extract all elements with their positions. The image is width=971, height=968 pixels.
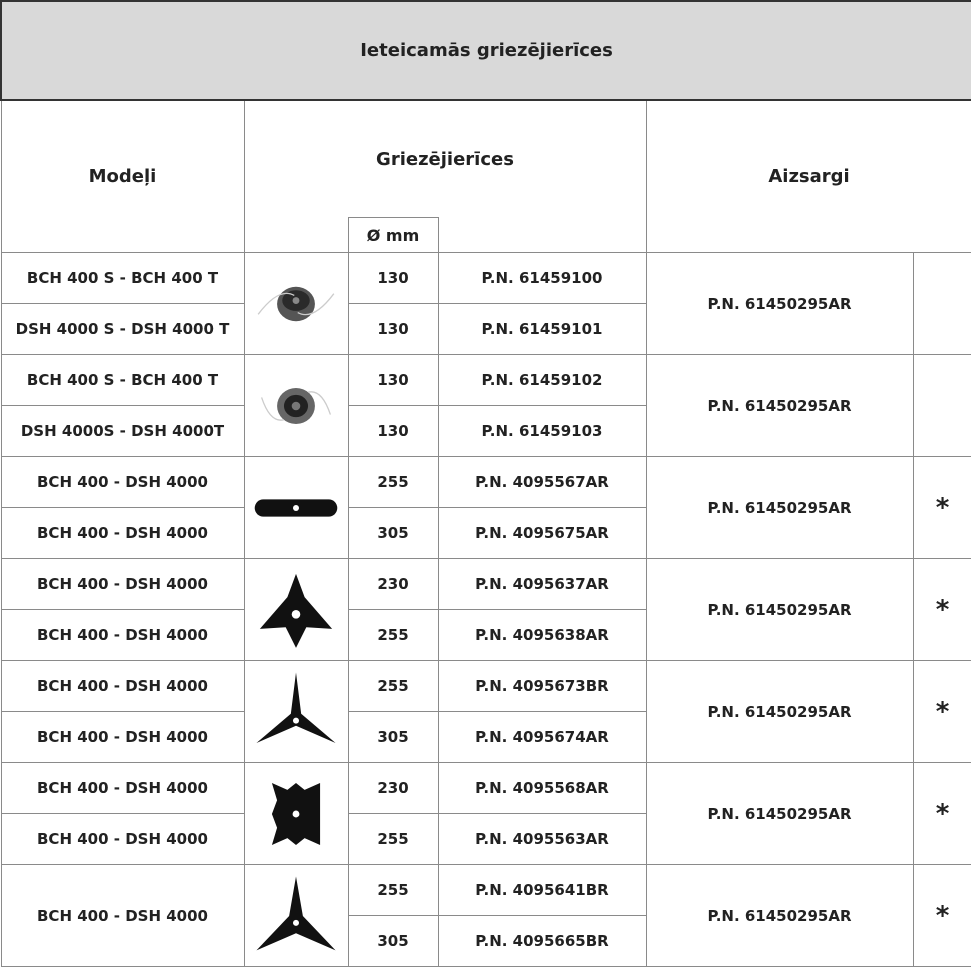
cutter-image xyxy=(256,875,336,950)
column-header: Modeļi xyxy=(0,99,245,253)
header-spacer xyxy=(243,217,348,253)
table-row: DSH 4000S - DSH 4000T 130 P.N. 61459103 xyxy=(0,405,971,457)
table-title: Ieteicamās griezējierīces xyxy=(0,0,971,101)
guard: P.N. 61450295AR xyxy=(645,354,914,457)
table-row: BCH 400 S - BCH 400 T 130 P.N. 61459102 P.N… xyxy=(0,354,971,457)
diameter: 255 xyxy=(347,813,439,865)
part-number: P.N. 4095563AR xyxy=(437,813,647,865)
table-row: BCH 400 - DSH 4000 255 P.N. 4095567AR P.N. … xyxy=(0,456,971,559)
table-row: DSH 4000 S - DSH 4000 T 130 P.N. 61459101 xyxy=(0,303,971,355)
note: * xyxy=(912,864,971,967)
cutter-image xyxy=(259,573,333,648)
cutter-image xyxy=(257,286,335,321)
model: DSH 4000 S - DSH 4000 T xyxy=(0,303,245,355)
model: BCH 400 - DSH 4000 xyxy=(0,762,245,814)
table-row: BCH 400 S - BCH 400 T 130 P.N. 61459100 P.N… xyxy=(0,252,971,355)
guard: P.N. 61450295AR xyxy=(645,456,914,559)
diameter: 230 xyxy=(347,558,439,610)
note: * xyxy=(912,660,971,763)
model: BCH 400 - DSH 4000 xyxy=(0,456,245,508)
part-number: P.N. 4095665BR xyxy=(437,915,647,967)
table-row: BCH 400 - DSH 4000 305 P.N. 4095674AR xyxy=(0,711,971,763)
column-header: Griezējierīces xyxy=(243,99,647,218)
column-header: Ø mm xyxy=(347,217,439,253)
note: * xyxy=(912,456,971,559)
diameter: 255 xyxy=(347,864,439,916)
table-row: BCH 400 - DSH 4000 305 P.N. 4095675AR xyxy=(0,507,971,559)
cutter-icon xyxy=(243,456,349,559)
table-row: BCH 400 - DSH 4000 255 P.N. 4095673BR P.N. … xyxy=(0,660,971,763)
note: * xyxy=(912,762,971,865)
part-number: P.N. 61459102 xyxy=(437,354,647,406)
model: BCH 400 - DSH 4000 xyxy=(0,558,245,610)
guard: P.N. 61450295AR xyxy=(645,558,914,661)
part-number: P.N. 4095567AR xyxy=(437,456,647,508)
cutter-image xyxy=(271,782,321,845)
model: BCH 400 - DSH 4000 xyxy=(0,813,245,865)
table-row: BCH 400 - DSH 4000 230 P.N. 4095568AR P.N. … xyxy=(0,762,971,865)
guard: P.N. 61450295AR xyxy=(645,660,914,763)
table-row: BCH 400 - DSH 4000 255 P.N. 4095641BR P.N. … xyxy=(0,864,971,967)
cutter-icon xyxy=(243,762,349,865)
model: BCH 400 S - BCH 400 T xyxy=(0,252,245,304)
part-number: P.N. 4095641BR xyxy=(437,864,647,916)
table-row: BCH 400 - DSH 4000 230 P.N. 4095637AR P.N. … xyxy=(0,558,971,661)
table-row: 305 P.N. 4095665BR xyxy=(1,915,971,967)
cutter-image xyxy=(260,387,332,424)
diameter: 130 xyxy=(347,405,439,457)
guard: P.N. 61450295AR xyxy=(645,762,914,865)
part-number: P.N. 4095568AR xyxy=(437,762,647,814)
cutter-icon xyxy=(243,864,349,967)
model: BCH 400 - DSH 4000 xyxy=(0,864,245,967)
diameter: 130 xyxy=(347,354,439,406)
header-spacer xyxy=(438,217,647,253)
diameter: 305 xyxy=(347,711,439,763)
part-number: P.N. 61459101 xyxy=(437,303,647,355)
part-number: P.N. 4095638AR xyxy=(437,609,647,661)
table-row: BCH 400 - DSH 4000 255 P.N. 4095563AR xyxy=(0,813,971,865)
cutter-icon xyxy=(243,354,349,457)
note xyxy=(912,252,971,355)
diameter: 230 xyxy=(347,762,439,814)
part-number: P.N. 4095674AR xyxy=(437,711,647,763)
cutter-image xyxy=(256,671,336,743)
diameter: 305 xyxy=(347,507,439,559)
part-number: P.N. 61459100 xyxy=(437,252,647,304)
column-header: Aizsargi xyxy=(645,99,971,253)
part-number: P.N. 4095673BR xyxy=(437,660,647,712)
cutter-icon xyxy=(243,252,349,355)
model: BCH 400 S - BCH 400 T xyxy=(0,354,245,406)
note: * xyxy=(912,558,971,661)
guard: P.N. 61450295AR xyxy=(645,252,914,355)
diameter: 255 xyxy=(347,609,439,661)
cutter-icon xyxy=(243,558,349,661)
diameter: 130 xyxy=(347,303,439,355)
model: BCH 400 - DSH 4000 xyxy=(0,507,245,559)
model: BCH 400 - DSH 4000 xyxy=(0,609,245,661)
note xyxy=(912,354,971,457)
diameter: 255 xyxy=(347,660,439,712)
model: BCH 400 - DSH 4000 xyxy=(0,660,245,712)
table-row: BCH 400 - DSH 4000 255 P.N. 4095638AR xyxy=(0,609,971,661)
model: DSH 4000S - DSH 4000T xyxy=(0,405,245,457)
diameter: 255 xyxy=(347,456,439,508)
part-number: P.N. 4095637AR xyxy=(437,558,647,610)
guard: P.N. 61450295AR xyxy=(645,864,914,967)
diameter: 305 xyxy=(347,915,439,967)
part-number: P.N. 61459103 xyxy=(437,405,647,457)
model: BCH 400 - DSH 4000 xyxy=(0,711,245,763)
cutter-icon xyxy=(243,660,349,763)
part-number: P.N. 4095675AR xyxy=(437,507,647,559)
diameter: 130 xyxy=(347,252,439,304)
cutter-image xyxy=(254,498,338,517)
